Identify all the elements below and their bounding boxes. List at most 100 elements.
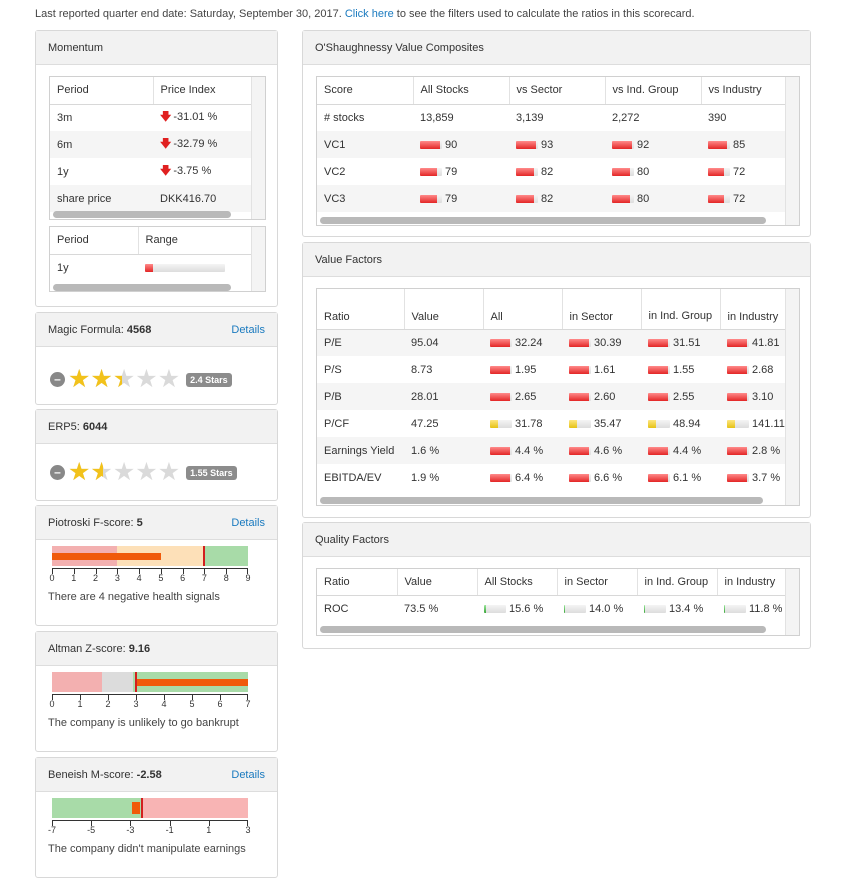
col-in-ind-group: in Ind. Group xyxy=(637,569,718,596)
beneish-scale xyxy=(52,798,248,820)
mini-bar xyxy=(564,604,586,613)
period-cell: share price xyxy=(50,185,153,212)
magic-formula-details-link[interactable]: Details xyxy=(231,323,265,336)
filters-link[interactable]: Click here xyxy=(344,8,394,20)
col-in-sector: in Sector xyxy=(562,289,642,330)
mini-bar xyxy=(727,392,749,401)
col-in-sector: in Sector xyxy=(557,569,638,596)
beneish-label: Beneish M-score: xyxy=(48,768,134,781)
mini-bar xyxy=(490,365,512,374)
magic-formula-label: Magic Formula: xyxy=(48,323,124,336)
cell-value: 2.55 xyxy=(673,390,695,403)
axis-tick-label: 2 xyxy=(93,573,99,583)
star-icon[interactable]: ★★ xyxy=(68,458,91,486)
cell-value: 14.0 % xyxy=(589,602,624,615)
quality-factors-table: Ratio Value All Stocks in Sector in Ind.… xyxy=(317,569,787,622)
star-icon[interactable]: ★ xyxy=(135,365,158,393)
altman-header: Altman Z-score: 9.16 xyxy=(36,632,277,666)
piotroski-axis xyxy=(52,568,248,574)
axis-tick xyxy=(204,569,206,574)
quality-factors-title: Quality Factors xyxy=(315,533,389,546)
ratio-label: ROC xyxy=(324,602,349,615)
cell-value: 41.81 xyxy=(752,336,780,349)
momentum-table-scrollbar[interactable] xyxy=(53,211,231,218)
cell-value: 72 xyxy=(733,192,746,205)
mini-bar-fill xyxy=(648,446,668,455)
star-icon[interactable]: ★★ xyxy=(90,458,113,486)
momentum-panel: Momentum Period Price Index 3m 🡇 -31.01 %… xyxy=(35,30,278,307)
mini-bar xyxy=(420,140,442,149)
range-bar-fill xyxy=(145,263,153,272)
row-label: VC1 xyxy=(317,131,413,158)
star-icon[interactable]: ★★ xyxy=(68,365,91,393)
quality-factors-scrollbar[interactable] xyxy=(320,626,766,633)
erp5-rating: – ★ ★ ★ ★ ★★★ 1.55 Stars xyxy=(50,460,237,485)
header-text-before: Last reported quarter end date: Saturday… xyxy=(35,8,345,20)
axis-tick-label: -3 xyxy=(126,825,135,835)
ratio-label: Earnings Yield xyxy=(317,437,404,464)
mini-bar xyxy=(516,194,538,203)
momentum-header: Momentum xyxy=(36,31,277,65)
axis-tick-label: -5 xyxy=(87,825,96,835)
mini-bar xyxy=(648,446,670,455)
star-rating[interactable]: ★ ★ ★ ★ ★★★ xyxy=(68,460,180,485)
range-table-scrollbar[interactable] xyxy=(53,284,231,291)
beneish-score-bar xyxy=(131,802,140,814)
period-cell: 3m xyxy=(57,111,73,124)
mini-bar-fill xyxy=(569,446,589,455)
range-col-period: Period xyxy=(50,227,139,255)
star-icon[interactable]: ★ xyxy=(157,458,181,486)
mini-bar xyxy=(490,392,512,401)
star-rating[interactable]: ★★★★★★★★ xyxy=(68,367,180,392)
beneish-details-link[interactable]: Details xyxy=(231,768,265,781)
value-factors-table: Ratio Value All in Sector in Ind. Group … xyxy=(317,289,787,491)
mini-bar-fill xyxy=(516,140,537,149)
momentum-col-price-index: Price Index xyxy=(153,77,253,105)
axis-tick-label: 6 xyxy=(217,699,223,709)
axis-tick-label: 4 xyxy=(136,573,142,583)
beneish-value: -2.58 xyxy=(136,768,162,781)
mini-bar xyxy=(569,338,591,347)
momentum-col-period: Period xyxy=(50,77,154,105)
mini-bar-fill xyxy=(727,446,747,455)
star-icon[interactable]: ★★ xyxy=(90,365,113,393)
piotroski-details-link[interactable]: Details xyxy=(231,516,265,529)
cell-value: 48.94 xyxy=(673,417,701,430)
ratio-label: P/B xyxy=(317,383,404,410)
axis-tick xyxy=(220,695,221,700)
star-icon[interactable]: ★ xyxy=(157,365,181,393)
altman-marker xyxy=(135,672,137,692)
value-factors-table-box: Ratio Value All in Sector in Ind. Group … xyxy=(316,288,800,506)
mini-bar xyxy=(569,392,591,401)
star-icon[interactable]: ★★ xyxy=(112,365,136,393)
table-row: VC1 90 93 92 85 xyxy=(317,131,786,158)
erp5-value: 6044 xyxy=(82,420,108,433)
col-ratio: Ratio xyxy=(317,289,405,330)
ratio-value: 1.6 % xyxy=(404,437,483,464)
table-row: 1y 🡇 -3.75 % xyxy=(50,158,252,185)
col-vs-sector: vs Sector xyxy=(509,77,606,105)
range-col-range: Range xyxy=(138,227,253,255)
erp5-header: ERP5: 6044 xyxy=(36,410,277,444)
beneish-header: Beneish M-score: -2.58 Details xyxy=(36,758,277,792)
mini-bar xyxy=(484,604,506,613)
axis-tick xyxy=(91,821,93,826)
altman-axis xyxy=(52,694,248,700)
cell-value: 72 xyxy=(733,165,746,178)
mini-bar-fill xyxy=(569,365,589,374)
oshaughnessy-scrollbar[interactable] xyxy=(320,217,766,224)
star-fill: ★ xyxy=(68,460,91,485)
minus-circle-icon[interactable]: – xyxy=(50,465,65,480)
value-factors-scrollbar[interactable] xyxy=(320,497,763,504)
minus-circle-icon[interactable]: – xyxy=(50,372,65,387)
piotroski-score-bar xyxy=(52,553,161,560)
price-index-value: -31.01 % xyxy=(173,111,218,124)
mini-bar xyxy=(569,365,591,374)
quality-factors-header: Quality Factors xyxy=(303,523,810,557)
axis-tick xyxy=(130,821,132,826)
star-icon[interactable]: ★ xyxy=(135,458,158,486)
star-icon[interactable]: ★ xyxy=(112,458,136,486)
cell-value: 30.39 xyxy=(594,336,622,349)
axis-tick xyxy=(136,695,137,700)
piotroski-value: 5 xyxy=(136,516,143,529)
